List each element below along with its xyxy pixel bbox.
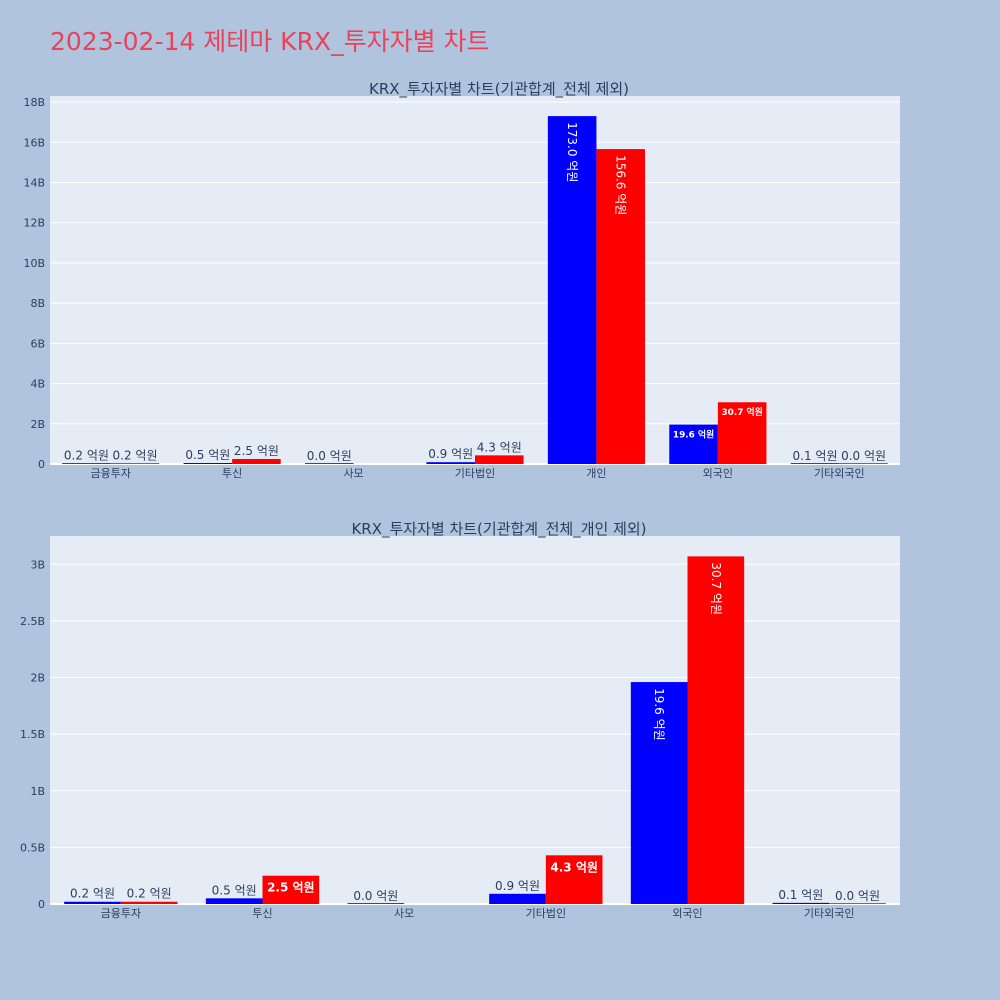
bar (630, 682, 688, 904)
bar (545, 855, 603, 904)
y-tick-label: 14B (23, 176, 45, 189)
bar (62, 463, 111, 464)
plot-area (50, 96, 900, 464)
bar (687, 556, 745, 904)
data-label: 19.6 억원 (673, 429, 714, 441)
data-label: 2.5 억원 (234, 444, 279, 458)
data-label: 0.9 억원 (428, 447, 473, 461)
bar (547, 116, 597, 465)
data-label: 0.0 억원 (835, 889, 880, 903)
y-tick-label: 18B (23, 96, 45, 109)
data-label: 4.3 억원 (477, 440, 522, 454)
data-label: 30.7 억원 (709, 562, 723, 615)
data-label: 0.9 억원 (495, 879, 540, 893)
data-label: 0.2 억원 (64, 449, 109, 463)
y-tick-label: 3B (30, 558, 45, 571)
bar (347, 903, 405, 904)
data-label: 156.6 억원 (614, 155, 628, 215)
data-label: 0.1 억원 (778, 888, 823, 902)
x-tick-label: 외국인 (703, 467, 733, 480)
bar (717, 402, 767, 464)
bar (232, 458, 281, 464)
y-tick-label: 8B (30, 297, 45, 310)
bar (829, 903, 886, 904)
chart-title: KRX_투자자별 차트(기관합계_전체_개인 제외) (351, 520, 646, 539)
bar (205, 898, 263, 904)
bar (772, 902, 830, 904)
data-label: 0.0 억원 (307, 449, 352, 463)
data-label: 0.0 억원 (841, 449, 886, 463)
y-tick-label: 6B (30, 337, 45, 350)
data-label: 0.5 억원 (212, 883, 257, 897)
y-tick-label: 4B (30, 378, 45, 391)
y-tick-label: 2B (30, 418, 45, 431)
x-tick-label: 외국인 (672, 907, 702, 920)
x-tick-label: 금융투자 (101, 907, 141, 920)
x-tick-label: 개인 (586, 467, 606, 480)
bar (120, 901, 178, 904)
bar (305, 463, 354, 464)
y-tick-label: 0 (38, 458, 45, 471)
x-tick-label: 기타법인 (526, 907, 566, 920)
chart-2: KRX_투자자별 차트(기관합계_전체_개인 제외) 0 0.5B 1B 1.5B 2B 2… (20, 520, 900, 920)
x-tick-label: 기타외국인 (804, 907, 855, 920)
data-label: 0.2 억원 (127, 887, 172, 901)
page-title: 2023-02-14 제테마 KRX_투자자별 차트 (50, 27, 490, 56)
bar (489, 893, 546, 904)
data-label: 19.6 억원 (652, 688, 666, 741)
y-tick-label: 0.5B (20, 841, 45, 854)
bar (596, 149, 645, 464)
bar (183, 462, 233, 464)
y-tick-label: 10B (23, 257, 45, 270)
bar (262, 875, 320, 904)
data-label: 173.0 억원 (565, 122, 579, 182)
bar (64, 901, 121, 904)
bar (790, 463, 840, 464)
x-tick-label: 사모 (343, 467, 363, 480)
y-tick-label: 12B (23, 217, 45, 230)
data-label: 2.5 억원 (267, 881, 315, 895)
data-label: 0.0 억원 (353, 889, 398, 903)
bar (475, 455, 524, 464)
x-tick-label: 투신 (222, 467, 242, 480)
y-tick-label: 2.5B (20, 615, 45, 628)
data-label: 0.1 억원 (793, 449, 838, 463)
chart-title: KRX_투자자별 차트(기관합계_전체 제외) (369, 80, 629, 99)
data-label: 4.3 억원 (550, 860, 598, 874)
y-tick-label: 2B (30, 672, 45, 685)
bar (110, 463, 160, 464)
plot-area (50, 536, 900, 904)
x-tick-label: 기타외국인 (814, 467, 865, 480)
data-label: 30.7 억원 (721, 406, 762, 418)
x-tick-label: 사모 (394, 907, 414, 920)
data-label: 0.2 억원 (113, 449, 158, 463)
x-tick-label: 금융투자 (90, 467, 130, 480)
y-tick-label: 16B (23, 136, 45, 149)
chart-1: KRX_투자자별 차트(기관합계_전체 제외) 0 2B 4B 6B 8B 10B 12B 14… (23, 80, 900, 480)
data-label: 0.5 억원 (185, 448, 230, 462)
bar (426, 462, 475, 464)
data-label: 0.2 억원 (70, 887, 115, 901)
bar (839, 463, 888, 464)
x-tick-label: 투신 (252, 907, 272, 920)
y-tick-label: 0 (38, 898, 45, 911)
x-tick-label: 기타법인 (455, 467, 495, 480)
bar (669, 424, 718, 464)
y-tick-label: 1.5B (20, 728, 45, 741)
y-tick-label: 1B (30, 785, 45, 798)
